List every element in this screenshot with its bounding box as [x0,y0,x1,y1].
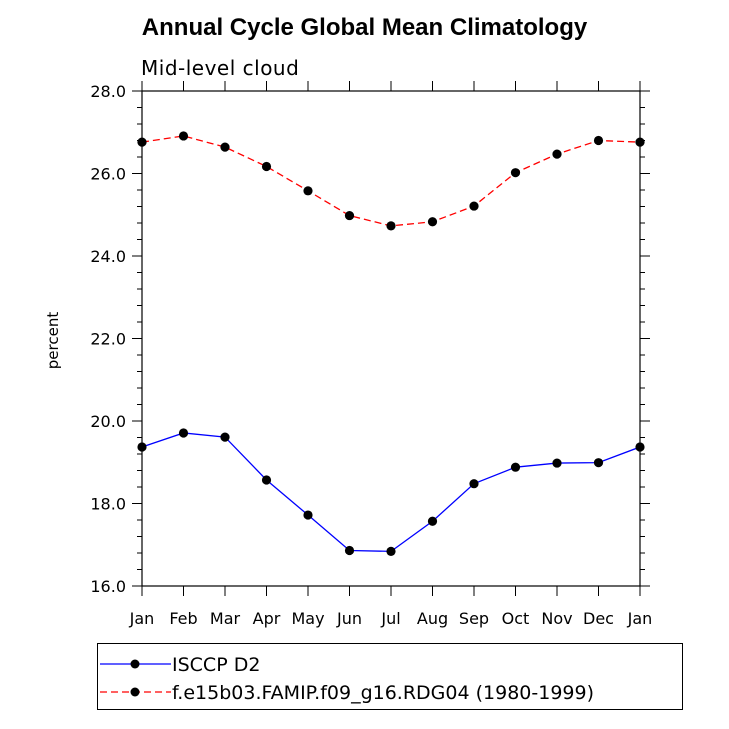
legend-label-isccp: ISCCP D2 [172,654,260,676]
x-tick-label: Jan [627,609,653,628]
plot-frame [141,90,641,587]
x-tick-label: Feb [169,609,197,628]
data-point-series-0 [344,545,355,556]
legend-item-isccp: ISCCP D2 [100,654,260,676]
x-tick-label: Jan [129,609,155,628]
data-point-series-1 [427,217,438,227]
x-tick-label: Nov [541,609,572,628]
legend-marker-model [130,687,140,697]
data-point-series-1 [593,135,604,146]
data-point-series-1 [344,210,355,221]
x-tick-label: Oct [502,609,530,628]
data-point-series-1 [220,142,230,152]
x-tick-label: Apr [253,609,281,628]
series-line-0 [141,432,641,553]
series-line-1 [141,135,641,227]
data-point-series-1 [386,221,396,231]
axis-labels: 16.0 18.0 20.0 22.0 24.0 26.0 28.0 Jan Feb Mar Apr… [90,82,652,628]
data-point-series-0 [386,546,396,556]
x-tick-label: Dec [583,609,614,628]
data-point-series-0 [427,516,438,526]
data-point-series-1 [261,161,272,172]
data-point-series-1 [178,131,189,141]
data-point-series-0 [178,428,189,438]
data-point-series-0 [220,432,230,442]
y-tick-label: 18.0 [90,495,126,514]
data-point-series-1 [303,186,313,196]
x-tick-label: May [291,609,324,628]
y-tick-label: 20.0 [90,412,126,431]
y-tick-label: 28.0 [90,82,126,101]
legend: ISCCP D2 f.e15b03.FAMIP.f09_g16.RDG04 (1… [97,643,683,710]
data-point-series-0 [469,479,479,489]
y-axis-label: percent [44,312,62,370]
data-point-series-0 [510,462,521,472]
y-tick-label: 16.0 [90,577,126,596]
axis-ticks [132,81,650,596]
x-tick-label: Sep [459,609,489,628]
data-point-series-0 [593,458,604,468]
legend-item-model: f.e15b03.FAMIP.f09_g16.RDG04 (1980-1999) [100,682,594,704]
chart-title: Annual Cycle Global Mean Climatology [141,14,588,41]
x-tick-label: Aug [417,609,448,628]
y-tick-label: 22.0 [90,330,126,349]
data-point-series-0 [552,458,562,468]
x-tick-label: Mar [210,609,241,628]
data-point-series-0 [303,510,313,520]
legend-label-model: f.e15b03.FAMIP.f09_g16.RDG04 (1980-1999) [172,682,594,704]
data-point-series-1 [552,149,562,159]
x-tick-label: Jun [336,609,362,628]
series-layer [137,131,645,556]
data-point-series-1 [510,168,521,178]
data-point-series-1 [469,201,479,211]
y-tick-label: 26.0 [90,165,126,184]
y-tick-label: 24.0 [90,247,126,266]
legend-marker-isccp [130,659,140,669]
x-tick-label: Jul [380,609,400,628]
chart-subtitle: Mid-level cloud [141,56,300,80]
data-point-series-0 [261,475,272,485]
